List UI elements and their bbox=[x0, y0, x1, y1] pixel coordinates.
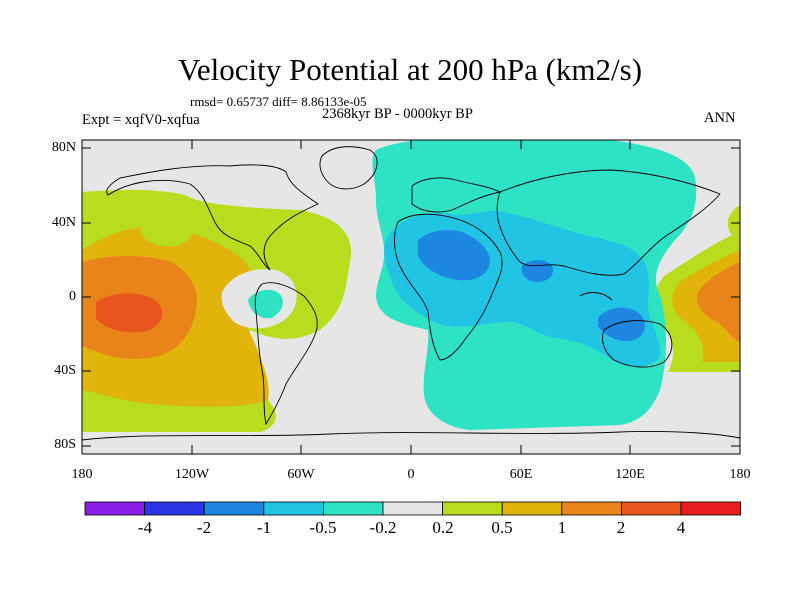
colorbar-box-9 bbox=[561, 501, 622, 516]
map-title: Velocity Potential at 200 hPa (km2/s) bbox=[177, 52, 643, 87]
contour-pos2-pacific bbox=[96, 293, 163, 333]
colorbar-box-5 bbox=[322, 501, 384, 516]
coast-africa bbox=[394, 213, 503, 361]
colorbar-box-6 bbox=[382, 501, 443, 516]
xlabel-120w: 120W bbox=[174, 467, 210, 482]
coastlines bbox=[82, 146, 740, 441]
time-period-label: 2368kyr BP - 0000kyr BP bbox=[322, 106, 473, 122]
contour-pos02-north-pacific bbox=[140, 210, 195, 247]
ylabel-80s: 80S bbox=[54, 437, 76, 452]
xlabel-180w: 180 bbox=[71, 467, 93, 482]
xlabel-180e: 180 bbox=[729, 467, 751, 482]
coast-australia bbox=[602, 320, 673, 368]
coast-greenland bbox=[319, 146, 378, 190]
coast-south-america bbox=[254, 282, 318, 426]
coast-indonesia bbox=[579, 292, 613, 301]
colorbar-label-6: 0.2 bbox=[432, 518, 454, 537]
colorbar-label-9: 2 bbox=[616, 518, 626, 537]
colorbar-label-8: 1 bbox=[557, 518, 567, 537]
colorbar-box-8 bbox=[501, 501, 563, 516]
axis-ticks bbox=[81, 140, 741, 454]
contour-neg1-sahara bbox=[418, 230, 490, 281]
contour-neg02-south-america bbox=[248, 289, 283, 319]
colorbar-box-10 bbox=[621, 501, 682, 516]
colorbar-label-4: -0.5 bbox=[309, 518, 337, 537]
coast-asia bbox=[496, 169, 721, 276]
colorbar-label-1: -4 bbox=[137, 518, 153, 537]
experiment-label: Expt = xqfV0-xqfua bbox=[82, 112, 200, 128]
ylabel-0: 0 bbox=[69, 289, 76, 304]
xlabel-0: 0 bbox=[407, 467, 415, 482]
xlabel-60e: 60E bbox=[509, 467, 533, 482]
ylabel-80n: 80N bbox=[51, 140, 76, 155]
contour-neg1-maritime bbox=[598, 307, 645, 342]
colorbar-label-7: 0.5 bbox=[491, 518, 513, 537]
coast-antarctica bbox=[82, 431, 740, 441]
contour-field bbox=[82, 140, 740, 454]
xlabel-60w: 60W bbox=[287, 467, 315, 482]
ylabel-40s: 40S bbox=[54, 363, 76, 378]
ylabel-40n: 40N bbox=[51, 215, 76, 230]
colorbar-label-3: -1 bbox=[256, 518, 272, 537]
contour-pos1-west-pacific bbox=[696, 262, 740, 342]
season-label: ANN bbox=[704, 110, 736, 126]
colorbar-label-5: -0.2 bbox=[369, 518, 397, 537]
colorbar-box-2 bbox=[144, 501, 205, 516]
colorbar-label-2: -2 bbox=[196, 518, 212, 537]
colorbar-box-4 bbox=[263, 501, 324, 516]
xlabel-120e: 120E bbox=[615, 467, 645, 482]
colorbar-box-7 bbox=[442, 501, 503, 516]
rmsd-diff-stats: rmsd= 0.65737 diff= 8.86133e-05 bbox=[190, 94, 367, 109]
colorbar-box-3 bbox=[203, 501, 265, 516]
colorbar-label-10: 4 bbox=[676, 518, 686, 537]
coast-north-america bbox=[106, 164, 319, 271]
colorbar-box-1 bbox=[84, 501, 145, 516]
colorbar bbox=[84, 501, 741, 516]
colorbar-box-11 bbox=[680, 501, 741, 516]
